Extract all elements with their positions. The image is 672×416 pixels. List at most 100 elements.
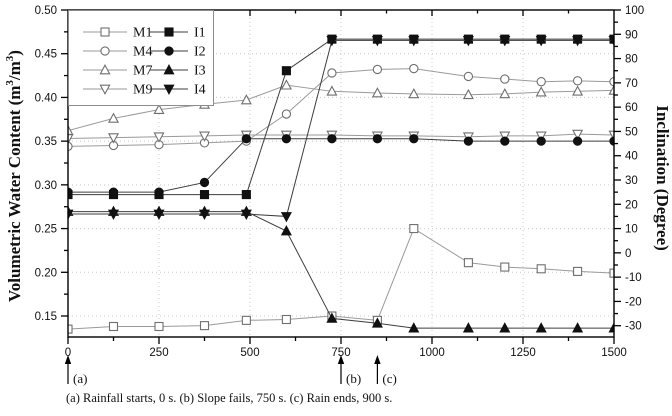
marker-triangle-down-filled bbox=[572, 36, 584, 47]
tick-label-bottom: 0 bbox=[65, 347, 71, 359]
legend-item-M9: M9 bbox=[83, 83, 152, 98]
tick-label-bottom: 1500 bbox=[601, 347, 627, 359]
left-tick-labels: 0.50 0.45 0.40 0.35 0.30 0.25 0.20 0.15 bbox=[35, 5, 57, 323]
legend-label: I3 bbox=[194, 64, 206, 79]
right-axis-title: Inclination (Degree) bbox=[653, 105, 672, 251]
series-line-M1 bbox=[68, 227, 614, 330]
marker-triangle-up-filled bbox=[572, 322, 584, 333]
tick-label-right: 90 bbox=[625, 29, 638, 41]
marker-square-open bbox=[108, 321, 119, 332]
series-M1 bbox=[68, 224, 614, 334]
marker-triangle-down-open bbox=[99, 84, 111, 95]
tick-label-bottom: 500 bbox=[240, 347, 259, 359]
marker-triangle-down-filled bbox=[198, 209, 211, 220]
tick-label-bottom: 250 bbox=[149, 347, 168, 359]
marker-circle-open bbox=[281, 109, 292, 119]
marker-square-open bbox=[154, 321, 164, 332]
marker-square-open bbox=[281, 314, 291, 325]
annotations: (a) (b) (c) bbox=[64, 355, 397, 386]
marker-triangle-down-filled bbox=[535, 36, 547, 47]
tick-label-right: 50 bbox=[625, 126, 638, 138]
marker-triangle-down-filled bbox=[462, 36, 474, 47]
marker-triangle-up-filled bbox=[535, 322, 547, 333]
marker-triangle-down-open bbox=[107, 133, 120, 144]
marker-square-open bbox=[100, 27, 110, 37]
tick-label-right: 20 bbox=[625, 199, 638, 211]
marker-circle-open bbox=[100, 46, 110, 56]
marker-circle-filled bbox=[463, 136, 474, 146]
annotation-arrow-head bbox=[64, 355, 72, 364]
series-M4 bbox=[68, 63, 614, 152]
marker-square-filled bbox=[164, 27, 174, 37]
tick-label-left: 0.30 bbox=[35, 180, 57, 192]
marker-triangle-up-open bbox=[326, 85, 338, 96]
marker-circle-open bbox=[327, 68, 337, 78]
marker-triangle-down-filled bbox=[408, 36, 420, 47]
annotation-arrow-head bbox=[337, 355, 345, 364]
bottom-tick-labels: 0 250 500 750 1000 1250 1500 bbox=[65, 347, 627, 359]
tick-label-left: 0.45 bbox=[35, 49, 57, 61]
marker-circle-filled bbox=[609, 136, 614, 146]
marker-triangle-down-filled bbox=[608, 36, 614, 47]
legend-item-I3: I3 bbox=[150, 64, 206, 79]
legend-item-I4: I4 bbox=[150, 83, 206, 98]
tick-label-left: 0.15 bbox=[35, 311, 57, 323]
series-line-M9 bbox=[68, 133, 614, 140]
series-layer-moisture bbox=[68, 63, 614, 334]
marker-circle-open bbox=[372, 64, 383, 75]
tick-label-left: 0.40 bbox=[35, 92, 57, 104]
series-line-I4 bbox=[68, 39, 614, 217]
series-M7 bbox=[68, 79, 614, 136]
marker-square-filled bbox=[199, 190, 210, 200]
marker-circle-filled bbox=[154, 187, 164, 197]
marker-square-open bbox=[573, 266, 583, 276]
marker-circle-filled bbox=[500, 136, 510, 146]
marker-triangle-down-open bbox=[198, 131, 211, 142]
left-axis-title: Volumetric Water Content (m3/m3) bbox=[4, 50, 24, 302]
series-line-M7 bbox=[68, 84, 614, 132]
series-I4 bbox=[68, 36, 614, 223]
tick-label-right: 10 bbox=[625, 224, 638, 236]
marker-square-filled bbox=[241, 190, 251, 200]
marker-triangle-up-filled bbox=[408, 322, 420, 333]
marker-triangle-up-open bbox=[535, 86, 547, 97]
marker-circle-filled bbox=[164, 46, 174, 56]
legend-label: I1 bbox=[194, 26, 206, 41]
marker-triangle-up-open bbox=[499, 87, 511, 99]
tick-label-right: 100 bbox=[625, 5, 644, 17]
series-line-I3 bbox=[68, 211, 614, 329]
marker-triangle-down-open bbox=[68, 134, 74, 145]
tick-label-right: -10 bbox=[625, 272, 642, 284]
legend-label: I4 bbox=[194, 83, 206, 98]
marker-triangle-down-open bbox=[499, 131, 511, 142]
series-line-I1 bbox=[68, 38, 614, 196]
marker-triangle-up-open bbox=[462, 88, 474, 100]
marker-square-open bbox=[609, 268, 614, 278]
marker-triangle-up-open bbox=[280, 79, 292, 90]
marker-triangle-up-filled bbox=[280, 225, 292, 236]
series-layer-inclination bbox=[68, 34, 614, 333]
marker-square-open bbox=[241, 315, 251, 325]
marker-triangle-down-filled bbox=[280, 212, 292, 223]
marker-triangle-up-filled bbox=[371, 317, 383, 328]
marker-triangle-up-open bbox=[107, 112, 120, 123]
marker-triangle-down-open bbox=[572, 129, 584, 141]
tick-label-bottom: 1000 bbox=[419, 347, 445, 359]
marker-triangle-up-open bbox=[240, 94, 252, 105]
annotation-arrow-head bbox=[374, 355, 381, 364]
marker-circle-open bbox=[609, 77, 614, 87]
annotation-label: (c) bbox=[382, 371, 396, 386]
tick-label-left: 0.25 bbox=[35, 224, 57, 236]
marker-triangle-down-open bbox=[153, 132, 165, 143]
legend-box bbox=[68, 10, 214, 106]
marker-square-open bbox=[536, 264, 546, 274]
marker-circle-open bbox=[536, 77, 546, 87]
marker-triangle-down-filled bbox=[163, 84, 175, 95]
marker-triangle-down-filled bbox=[326, 36, 338, 47]
annotation-label: (b) bbox=[346, 371, 361, 386]
figure-caption: (a) Rainfall starts, 0 s. (b) Slope fail… bbox=[66, 391, 393, 405]
series-I2 bbox=[68, 134, 614, 197]
tick-label-left: 0.35 bbox=[35, 136, 57, 148]
legend-label: M1 bbox=[133, 26, 152, 41]
legend-label: M9 bbox=[133, 83, 152, 98]
